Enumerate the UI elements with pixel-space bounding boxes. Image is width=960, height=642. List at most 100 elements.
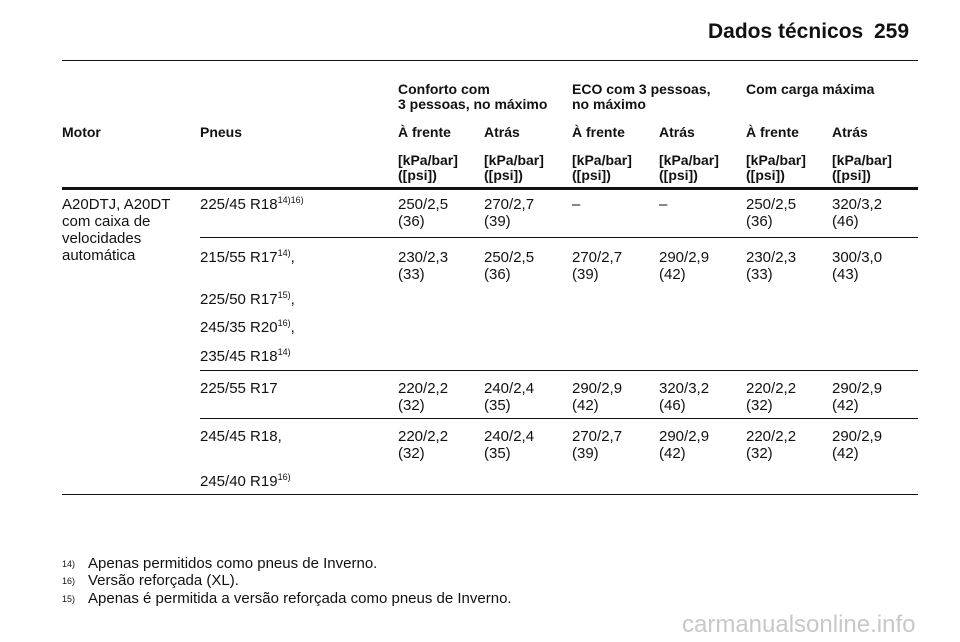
- pressure-value: (36): [484, 266, 511, 283]
- tire-suffix: ,: [290, 249, 295, 266]
- tire-text: 225/45 R18: [200, 196, 278, 213]
- tire-text: 225/55 R17: [200, 380, 278, 397]
- column-header: À frente: [572, 124, 625, 140]
- pressure-value: (42): [659, 445, 686, 462]
- pressure-value: (42): [832, 445, 859, 462]
- tire-text: 235/45 R18: [200, 348, 278, 365]
- pressure-value: (42): [832, 397, 859, 414]
- tire-size: 235/45 R1814): [200, 347, 291, 365]
- rule: [62, 60, 918, 61]
- pressure-value: (43): [832, 266, 859, 283]
- footnote-ref: 16): [277, 318, 291, 328]
- unit-label: ([psi]): [832, 167, 871, 183]
- pressure-value: 240/2,4: [484, 428, 535, 445]
- pressure-value: –: [572, 196, 581, 213]
- pressure-value: (42): [659, 266, 686, 283]
- watermark: carmanualsonline.info: [682, 611, 916, 638]
- pressure-value: (39): [484, 213, 511, 230]
- unit-label: [kPa/bar]: [659, 152, 719, 168]
- pressure-value: 290/2,9: [659, 428, 710, 445]
- footnote-mark: 15): [62, 594, 76, 604]
- rule: [62, 494, 918, 495]
- footnote-mark: 16): [62, 576, 76, 586]
- unit-label: ([psi]): [746, 167, 785, 183]
- tire-text: 245/35 R20: [200, 319, 278, 336]
- page-number: 259: [874, 20, 910, 43]
- pressure-value: (42): [572, 397, 599, 414]
- pressure-value: 320/3,2: [832, 196, 883, 213]
- pressure-value: 250/2,5: [746, 196, 797, 213]
- tire-suffix: ,: [290, 291, 295, 308]
- pressure-value: (46): [659, 397, 686, 414]
- unit-label: [kPa/bar]: [832, 152, 892, 168]
- column-header: Pneus: [200, 124, 243, 140]
- pressure-value: 230/2,3: [746, 249, 797, 266]
- unit-label: [kPa/bar]: [398, 152, 458, 168]
- tire-size: 245/35 R2016),: [200, 318, 295, 336]
- tire-size: 245/45 R18,: [200, 429, 282, 445]
- motor-label: A20DTJ, A20DT: [62, 196, 171, 213]
- unit-label: ([psi]): [484, 167, 523, 183]
- pressure-value: 290/2,9: [572, 380, 623, 397]
- pressure-value: (32): [746, 445, 773, 462]
- group-header: 3 pessoas, no máximo: [398, 96, 548, 112]
- rule: [62, 187, 918, 190]
- pressure-value: 270/2,7: [572, 249, 623, 266]
- pressure-value: 270/2,7: [484, 196, 535, 213]
- tire-text: 245/40 R19: [200, 473, 278, 490]
- pressure-value: 290/2,9: [659, 249, 710, 266]
- group-header: ECO com 3 pessoas,: [572, 81, 711, 97]
- footnote-text: Apenas permitidos como pneus de Inverno.: [88, 555, 378, 572]
- footnote-ref: 14): [277, 347, 291, 357]
- pressure-value: (33): [398, 266, 425, 283]
- pressure-value: 240/2,4: [484, 380, 535, 397]
- tire-text: 215/55 R17: [200, 249, 278, 266]
- pressure-value: 270/2,7: [572, 428, 623, 445]
- group-header: Conforto com: [398, 81, 490, 97]
- motor-label: automática: [62, 247, 136, 264]
- unit-label: [kPa/bar]: [572, 152, 632, 168]
- pressure-value: (39): [572, 445, 599, 462]
- column-header: À frente: [398, 124, 451, 140]
- unit-label: ([psi]): [659, 167, 698, 183]
- motor-label: velocidades: [62, 230, 142, 247]
- pressure-value: (36): [746, 213, 773, 230]
- pressure-value: 290/2,9: [832, 428, 883, 445]
- tire-text: 225/50 R17: [200, 291, 278, 308]
- footnote-ref: 15): [277, 290, 291, 300]
- pressure-value: (39): [572, 266, 599, 283]
- group-header: no máximo: [572, 96, 646, 112]
- tire-size: 215/55 R1714),: [200, 248, 295, 266]
- footnote-text: Apenas é permitida a versão reforçada co…: [88, 590, 512, 607]
- pressure-value: 230/2,3: [398, 249, 449, 266]
- footnote-ref: 16): [277, 472, 291, 482]
- pressure-value: (32): [398, 397, 425, 414]
- pressure-value: 220/2,2: [398, 380, 449, 397]
- pressure-value: 220/2,2: [746, 380, 797, 397]
- pressure-value: 220/2,2: [398, 428, 449, 445]
- column-header: Motor: [62, 124, 101, 140]
- pressure-value: (32): [398, 445, 425, 462]
- group-header: Com carga máxima: [746, 81, 875, 97]
- tire-size: 225/55 R17: [200, 381, 278, 397]
- tire-size: 225/50 R1715),: [200, 290, 295, 308]
- footnote-ref: 14): [277, 248, 291, 258]
- column-header: Atrás: [659, 124, 695, 140]
- pressure-value: (33): [746, 266, 773, 283]
- column-header: Atrás: [832, 124, 868, 140]
- footnote-text: Versão reforçada (XL).: [88, 572, 239, 589]
- pressure-value: 290/2,9: [832, 380, 883, 397]
- pressure-value: (35): [484, 397, 511, 414]
- rule: [200, 370, 918, 371]
- pressure-value: 320/3,2: [659, 380, 710, 397]
- pressure-value: 250/2,5: [398, 196, 449, 213]
- pressure-value: (32): [746, 397, 773, 414]
- unit-label: [kPa/bar]: [484, 152, 544, 168]
- pressure-value: (46): [832, 213, 859, 230]
- pressure-value: –: [659, 196, 668, 213]
- rule: [200, 237, 918, 238]
- unit-label: [kPa/bar]: [746, 152, 806, 168]
- footnote-ref: 14)16): [277, 195, 304, 205]
- pressure-value: (35): [484, 445, 511, 462]
